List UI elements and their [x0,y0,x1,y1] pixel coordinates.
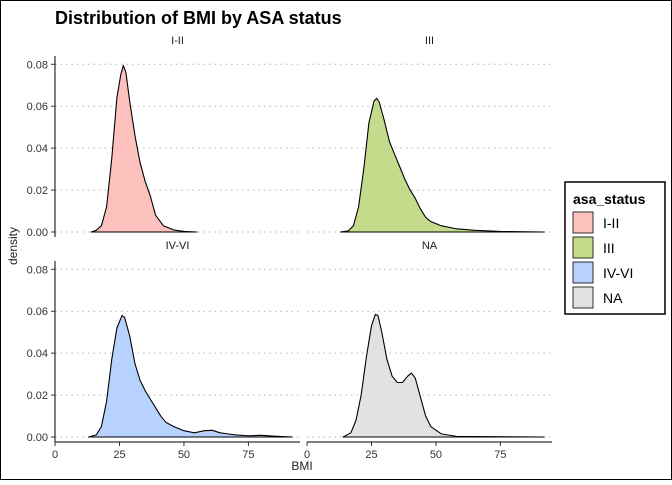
x-tick-label: 25 [113,449,125,461]
legend-key [572,211,594,234]
x-tick-label: 75 [494,449,506,461]
y-tick-label: 0.02 [27,185,48,197]
legend: asa_status I-II III IV-VI NA [564,181,666,315]
y-tick-label: 0.02 [27,390,48,402]
x-tick-label: 75 [242,449,254,461]
legend-label: NA [603,290,623,306]
legend-key [572,261,594,284]
strip-label: I-II [171,35,184,47]
chart-title: Distribution of BMI by ASA status [55,8,342,28]
y-tick-label: 0.08 [27,59,48,71]
facet-panels: I-II 0.00 0.02 0.04 0.06 0.08 III IV-VI 0.00 0.02… [27,35,552,461]
facet-panel: III [307,35,552,233]
x-tick-label: 50 [178,449,190,461]
legend-label: IV-VI [603,265,633,281]
y-tick-label: 0.00 [27,227,48,239]
x-tick-label: 25 [365,449,377,461]
strip-label: NA [422,240,438,252]
y-axis-title: density [6,227,20,265]
legend-label: III [603,240,615,256]
x-tick-label: 0 [304,449,310,461]
legend-title: asa_status [573,191,646,207]
legend-key [572,236,594,259]
facet-panel: IV-VI 0.00 0.02 0.04 0.06 0.08 0 25 50 75 [27,240,300,461]
y-tick-label: 0.04 [27,348,48,360]
x-axis-title: BMI [291,459,312,473]
density-area [87,314,293,438]
strip-label: III [425,35,434,47]
x-tick-label: 0 [52,449,58,461]
y-tick-label: 0.08 [27,264,48,276]
density-area [339,97,545,233]
strip-label: IV-VI [166,240,190,252]
y-tick-label: 0.06 [27,101,48,113]
facet-panel: NA 0 25 50 75 [304,240,552,461]
x-tick-label: 50 [430,449,442,461]
density-area [342,313,545,438]
legend-key [572,286,594,309]
legend-label: I-II [603,215,619,231]
y-tick-label: 0.00 [27,432,48,444]
density-area [90,64,198,233]
facet-panel: I-II 0.00 0.02 0.04 0.06 0.08 [27,35,300,239]
y-tick-label: 0.04 [27,143,48,155]
y-tick-label: 0.06 [27,306,48,318]
